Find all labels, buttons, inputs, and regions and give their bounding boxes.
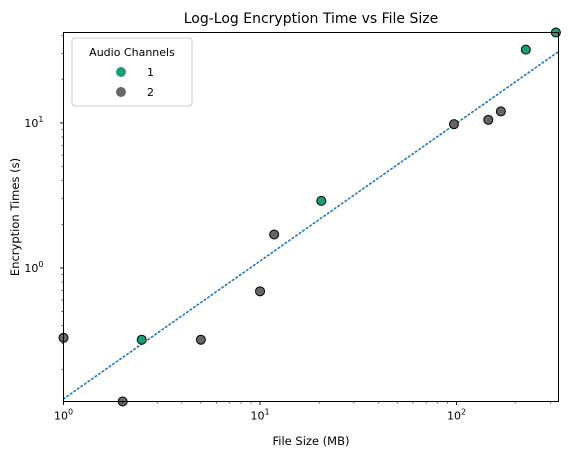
legend-title: Audio Channels (89, 46, 175, 59)
data-point-series2-8 (495, 106, 506, 117)
legend-label-1: 1 (147, 66, 154, 79)
legend: Audio Channels 1 2 (71, 37, 193, 107)
data-point-series2-6 (448, 119, 459, 130)
legend-label-2: 2 (147, 86, 154, 99)
data-point-series2-3 (195, 334, 206, 345)
legend-marker-1 (116, 67, 126, 77)
data-point-series2-7 (483, 114, 494, 125)
x-tick-label: 101 (250, 408, 269, 423)
data-point-series2-4 (255, 286, 266, 297)
x-tick-exponent: 2 (461, 408, 466, 417)
y-tick-label: 100 (24, 260, 43, 275)
y-tick-exponent: 1 (38, 115, 43, 124)
x-tick-exponent: 0 (68, 408, 73, 417)
x-tick-label: 102 (447, 408, 466, 423)
y-tick-label: 101 (24, 115, 43, 130)
legend-box (71, 37, 193, 107)
x-axis-label: File Size (MB) (273, 434, 350, 448)
y-tick-exponent: 0 (38, 260, 43, 269)
plot-area-frame (63, 32, 559, 402)
y-axis-label: Encryption Times (s) (8, 158, 22, 276)
data-point-series1-2 (316, 195, 327, 206)
chart-title: Log-Log Encryption Time vs File Size (184, 11, 438, 27)
data-point-series2-5 (269, 229, 280, 240)
legend-marker-2 (116, 87, 126, 97)
x-tick-exponent: 1 (264, 408, 269, 417)
data-point-series1-1 (136, 334, 147, 345)
x-tick-label: 100 (54, 408, 73, 423)
data-point-series1-3 (520, 44, 531, 55)
